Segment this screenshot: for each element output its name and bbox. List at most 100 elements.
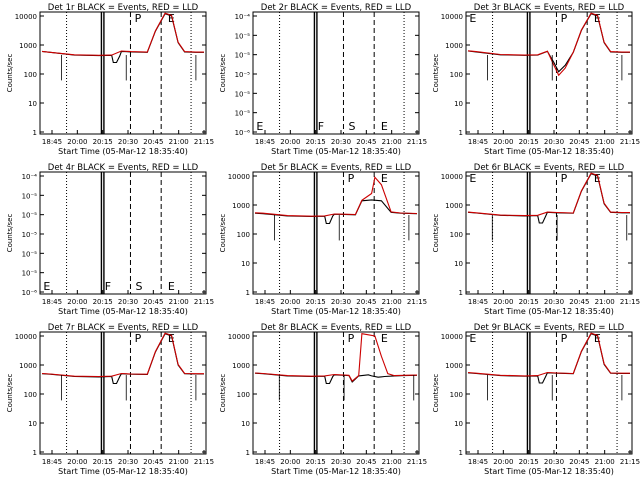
detector-panel-8: Det 8r BLACK = Events, RED = LLD Counts/s… — [219, 323, 427, 476]
y-tick-label: 1 — [459, 129, 463, 137]
y-axis-label: Counts/sec — [219, 374, 227, 413]
series-line-lld — [467, 12, 630, 77]
x-tick-label: 20:15 — [306, 458, 326, 466]
panel-title-overlay: Det 1r BLACK = Events, RED = LLD — [48, 3, 199, 13]
title-backdrop — [253, 322, 419, 332]
flag-label: E — [594, 332, 601, 345]
x-tick-label: 21:15 — [407, 298, 427, 306]
series-line-lld — [254, 176, 418, 217]
flag-label: E — [594, 172, 601, 185]
flag-label: E — [168, 332, 175, 345]
detector-panel-1: Det 1r BLACK = Events, RED = LLD Counts/s… — [6, 3, 214, 156]
x-tick-label: 21:00 — [595, 298, 615, 306]
flag-label: E — [594, 12, 601, 25]
x-tick-label: 18:45 — [255, 458, 275, 466]
x-tick-label: 20:00 — [493, 458, 513, 466]
x-tick-label: 21:00 — [595, 458, 615, 466]
panel-title-overlay: Det 6r BLACK = Events, RED = LLD — [474, 163, 625, 173]
x-tick-label: 20:15 — [93, 458, 113, 466]
x-tick-label: 20:30 — [331, 298, 351, 306]
flag-label: P — [561, 172, 568, 185]
x-tick-label: 21:00 — [382, 298, 402, 306]
y-tick-label: 10⁻⁵ — [22, 270, 38, 278]
title-backdrop — [40, 162, 206, 172]
y-tick-label: 100 — [24, 71, 37, 79]
plot-frame — [39, 171, 207, 295]
panel-title-overlay: Det 5r BLACK = Events, RED = LLD — [261, 163, 412, 173]
x-tick-label: 20:30 — [544, 298, 564, 306]
y-tick-label: 100 — [237, 391, 250, 399]
y-tick-label: 10 — [454, 100, 463, 108]
y-tick-label: 10⁻⁴ — [22, 173, 38, 181]
plot-frame-overlay — [465, 331, 633, 455]
x-tick-label: 20:45 — [143, 138, 163, 146]
y-tick-label: 10⁻⁵ — [22, 212, 38, 220]
x-tick-label: 21:00 — [169, 138, 189, 146]
title-backdrop — [40, 322, 206, 332]
x-tick-label: 20:30 — [118, 138, 138, 146]
x-tick-label: 18:45 — [255, 298, 275, 306]
y-tick-label: 10⁻⁵ — [22, 250, 38, 258]
plot-frame-overlay — [465, 171, 633, 295]
y-tick-label: 1 — [246, 449, 250, 457]
y-tick-label: 1000 — [445, 42, 463, 50]
y-tick-label: 10⁻⁵ — [235, 90, 251, 98]
flag-label: S — [348, 120, 355, 133]
y-tick-label: 10000 — [15, 13, 37, 21]
plot-frame — [465, 331, 633, 455]
x-tick-label: 18:45 — [42, 298, 62, 306]
x-tick-label: 21:15 — [194, 298, 214, 306]
detector-panel-9: Det 9r BLACK = Events, RED = LLD Counts/s… — [432, 323, 640, 476]
flag-label: E — [381, 120, 388, 133]
flag-label: E — [168, 12, 175, 25]
plot-frame-overlay — [252, 171, 420, 295]
detector-panel-4: Det 4r BLACK = Events, RED = LLD Counts/s… — [6, 163, 214, 316]
plot-frame-overlay — [39, 11, 207, 135]
flag-label: E — [469, 12, 476, 25]
x-tick-label: 20:45 — [569, 298, 589, 306]
y-tick-label: 1000 — [232, 202, 250, 210]
plot-frame — [252, 331, 420, 455]
y-tick-label: 1000 — [19, 42, 37, 50]
x-tick-label: 21:00 — [382, 458, 402, 466]
x-axis-label: Start Time (05-Mar-12 18:35:40) — [58, 307, 188, 316]
panel-title-overlay: Det 9r BLACK = Events, RED = LLD — [474, 323, 625, 333]
x-tick-label: 21:00 — [595, 138, 615, 146]
flag-label: F — [318, 120, 324, 133]
x-tick-label: 20:00 — [67, 138, 87, 146]
title-backdrop — [253, 162, 419, 172]
x-tick-label: 20:15 — [93, 298, 113, 306]
plot-frame-overlay — [252, 331, 420, 455]
y-axis-label: Counts/sec — [219, 214, 227, 253]
x-tick-label: 20:45 — [569, 458, 589, 466]
title-backdrop — [253, 2, 419, 12]
x-axis-label: Start Time (05-Mar-12 18:35:40) — [484, 467, 614, 476]
y-tick-label: 10000 — [228, 173, 250, 181]
x-tick-label: 18:45 — [468, 138, 488, 146]
x-tick-label: 20:00 — [67, 458, 87, 466]
x-tick-label: 21:15 — [194, 138, 214, 146]
y-axis-label: Counts/sec — [6, 214, 14, 253]
flag-label: P — [135, 332, 142, 345]
series-line-lld — [467, 332, 630, 377]
plot-frame — [252, 171, 420, 295]
x-tick-label: 21:00 — [382, 138, 402, 146]
x-tick-label: 20:00 — [67, 298, 87, 306]
x-tick-label: 20:00 — [493, 138, 513, 146]
x-tick-label: 20:30 — [118, 458, 138, 466]
plot-frame-overlay — [39, 331, 207, 455]
x-tick-label: 20:00 — [280, 138, 300, 146]
y-tick-label: 1000 — [232, 362, 250, 370]
y-tick-label: 10 — [454, 260, 463, 268]
title-backdrop — [466, 2, 632, 12]
y-axis-label: Counts/sec — [6, 54, 14, 93]
flag-label: E — [381, 172, 388, 185]
series-line-lld — [41, 12, 204, 56]
x-tick-label: 21:15 — [194, 458, 214, 466]
flag-label: F — [105, 280, 111, 293]
y-tick-label: 1 — [459, 289, 463, 297]
y-tick-label: 100 — [450, 391, 463, 399]
y-tick-label: 1 — [33, 449, 37, 457]
y-tick-label: 10 — [241, 260, 250, 268]
x-tick-label: 21:00 — [169, 298, 189, 306]
